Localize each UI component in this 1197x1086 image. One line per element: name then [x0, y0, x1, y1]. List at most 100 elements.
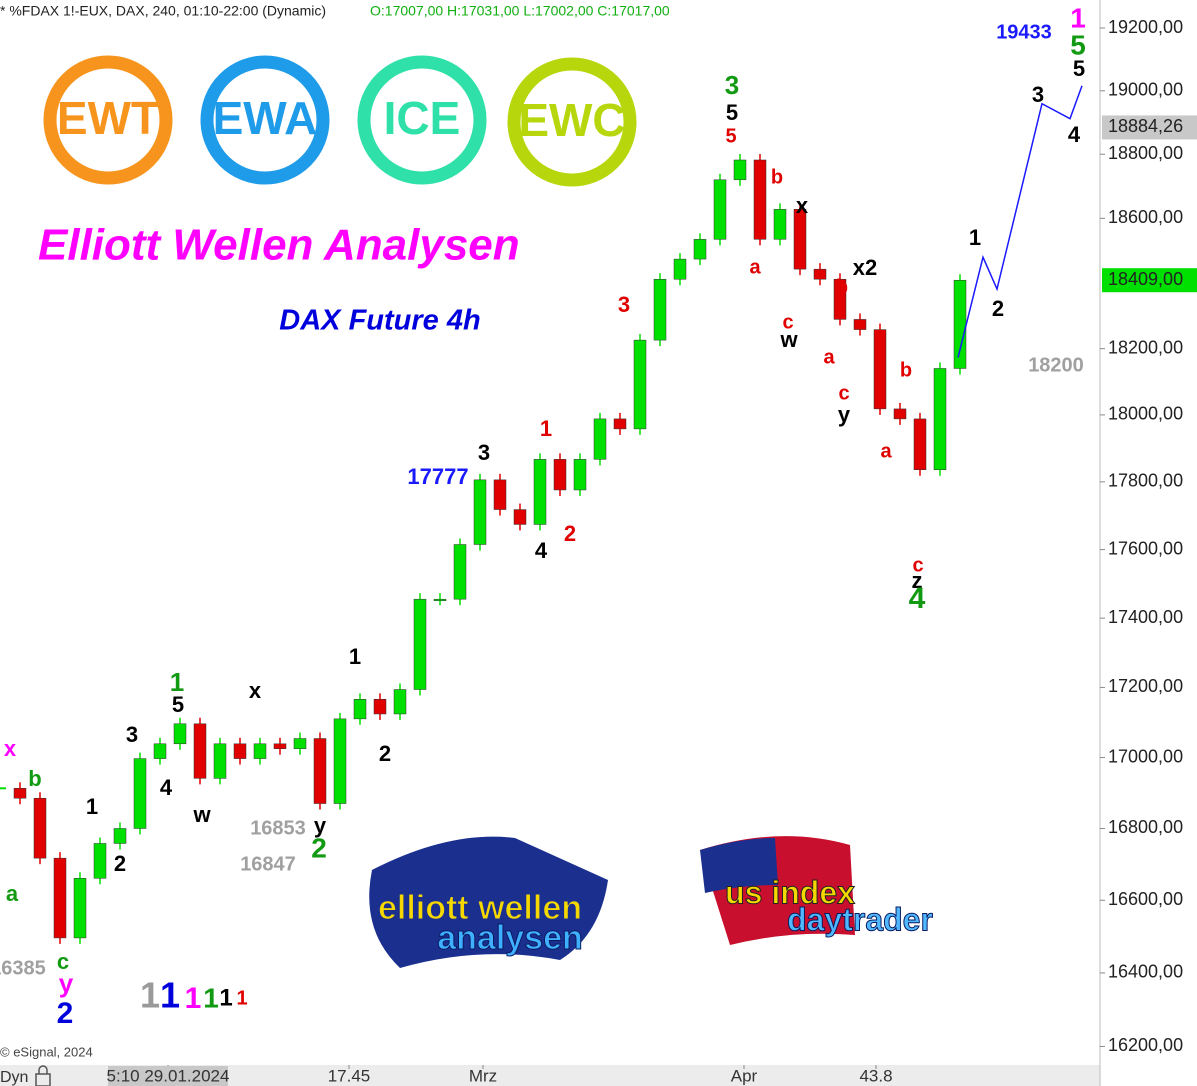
- candle: [853, 319, 867, 330]
- logo-text: elliott wellen: [378, 889, 582, 927]
- price-tag-label: 18884,26: [1108, 116, 1183, 136]
- wave-label: y: [838, 402, 851, 427]
- candle: [113, 828, 127, 844]
- badge-text: EWA: [213, 92, 318, 144]
- candle: [893, 408, 907, 420]
- price-tag: [1102, 268, 1197, 293]
- wave-label: a: [880, 440, 892, 462]
- wave-label: 19433: [996, 21, 1052, 43]
- candle: [353, 699, 367, 720]
- price-tag-label: 18409,00: [1108, 269, 1183, 289]
- copyright: © eSignal, 2024: [0, 1044, 93, 1059]
- candle: [213, 743, 227, 779]
- wave-label: 1: [86, 794, 98, 819]
- wave-label: c: [57, 949, 69, 974]
- candle: [433, 598, 447, 601]
- us-logo: us index daytrader: [700, 836, 933, 945]
- wave-label: b: [771, 166, 783, 188]
- candle: [933, 368, 947, 471]
- x-tick-label: 43.8: [859, 1066, 892, 1085]
- price-tag: [1102, 115, 1197, 140]
- badge-text: EWC: [518, 94, 625, 146]
- wave-label: c: [782, 311, 793, 333]
- y-tick-label: 18600,00: [1108, 207, 1183, 227]
- header-symbol: * %FDAX 1!-EUX, DAX, 240, 01:10-22:00 (D…: [0, 3, 326, 19]
- candle: [653, 278, 667, 341]
- candle: [473, 479, 487, 545]
- mode-label: Dyn: [0, 1069, 28, 1086]
- candle: [533, 459, 547, 525]
- x-tick-label-box: [108, 1066, 228, 1086]
- wave-label: z: [912, 568, 923, 593]
- logo-text: us index: [725, 874, 855, 910]
- candle: [233, 743, 247, 759]
- badge-text: EWT: [57, 92, 159, 144]
- x-tick-label: 5:10 29.01.2024: [107, 1066, 230, 1085]
- wave-label: 16847: [240, 853, 296, 875]
- candle: [593, 418, 607, 460]
- candle: [393, 689, 407, 715]
- candle: [153, 743, 167, 759]
- wave-label: 1: [140, 975, 160, 1016]
- candle: [633, 339, 647, 430]
- wave-label: a: [6, 881, 19, 906]
- candle: [773, 209, 787, 240]
- wave-label: 1: [160, 975, 180, 1016]
- candle: [173, 723, 187, 745]
- wave-label: 2: [992, 296, 1004, 321]
- candle: [333, 718, 347, 804]
- wave-label: 3: [725, 70, 739, 100]
- wave-label: 5: [1073, 56, 1085, 81]
- wave-label: 17777: [407, 464, 468, 489]
- candle: [553, 459, 567, 491]
- wave-label: b: [836, 276, 848, 298]
- wave-label: 4: [535, 538, 548, 563]
- chart-title: Elliott Wellen Analysen: [38, 221, 520, 270]
- wave-label: y: [59, 968, 74, 998]
- badge-ring: [43, 55, 173, 185]
- badges: EWT EWA ICE EWC: [43, 55, 637, 187]
- wave-label: x2: [853, 255, 877, 280]
- candle: [273, 743, 287, 749]
- wave-label: x: [249, 678, 262, 703]
- wave-label: w: [192, 802, 211, 827]
- candle: [93, 843, 107, 879]
- candle: [313, 738, 327, 804]
- candle: [573, 459, 587, 491]
- projection-line: [957, 85, 1083, 358]
- wave-label: 2: [57, 997, 74, 1030]
- candle: [873, 329, 887, 410]
- candle: [953, 279, 967, 369]
- eu-flag: [369, 836, 608, 968]
- wave-label: 5: [1070, 29, 1086, 60]
- candle: [293, 738, 307, 749]
- wave-label: 16385: [0, 957, 46, 979]
- wave-label: w: [779, 327, 798, 352]
- candle: [753, 159, 767, 240]
- y-tick-label: 18000,00: [1108, 404, 1183, 424]
- lock-icon: [35, 1065, 51, 1086]
- lock-shackle: [38, 1065, 48, 1074]
- wave-label: 4: [909, 582, 926, 615]
- y-tick-label: 17000,00: [1108, 746, 1183, 766]
- candle: [813, 268, 827, 280]
- candle: [913, 418, 927, 471]
- candle: [33, 797, 47, 859]
- y-tick-label: 18200,00: [1108, 337, 1183, 357]
- y-tick-label: 17600,00: [1108, 538, 1183, 558]
- wave-label: 1: [170, 667, 184, 697]
- x-tick-label: Mrz: [469, 1066, 497, 1085]
- us-flag-canton: [700, 838, 778, 893]
- wave-label: 18200: [1028, 354, 1084, 376]
- wave-label: 1: [1070, 2, 1086, 33]
- y-tick-label: 16400,00: [1108, 962, 1183, 982]
- candle: [493, 479, 507, 510]
- wave-label: 3: [618, 292, 630, 317]
- wave-label: 4: [160, 775, 173, 800]
- candle: [453, 544, 467, 600]
- y-tick-label: 17800,00: [1108, 471, 1183, 491]
- y-tick-label: 16800,00: [1108, 817, 1183, 837]
- candle: [833, 278, 847, 320]
- badge-ring: [200, 55, 330, 185]
